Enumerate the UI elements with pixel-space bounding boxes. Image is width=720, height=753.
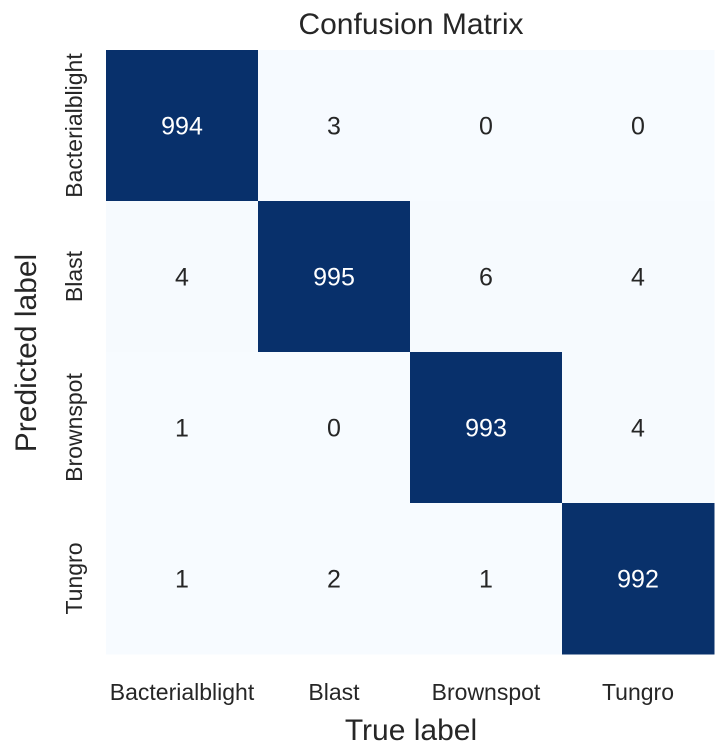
cell-value-label: 6 xyxy=(479,264,493,292)
x-tick-label: Bacterialblight xyxy=(110,679,255,705)
cell-value-label: 0 xyxy=(327,415,341,443)
x-tick-label: Blast xyxy=(308,679,360,705)
heatmap-cell xyxy=(106,50,259,202)
heatmap-cell xyxy=(106,352,259,504)
heatmap-cell xyxy=(258,503,411,655)
heatmap-cell xyxy=(410,352,563,504)
cell-value-label: 1 xyxy=(479,566,493,594)
heatmap-cell xyxy=(258,50,411,202)
cell-value-label: 1 xyxy=(175,415,189,443)
y-tick-label: Brownspot xyxy=(61,373,87,482)
cell-value-label: 4 xyxy=(631,264,645,292)
cell-value-label: 2 xyxy=(327,566,341,594)
cell-value-label: 994 xyxy=(161,113,203,141)
cell-value-label: 0 xyxy=(479,113,493,141)
heatmap-cell xyxy=(562,201,715,353)
x-tick-labels: Bacterialblight Blast Brownspot Tungro xyxy=(110,679,674,705)
y-tick-labels: Bacterialblight Blast Brownspot Tungro xyxy=(61,53,87,615)
cell-value-label: 993 xyxy=(465,415,507,443)
y-axis-label: Predicted label xyxy=(10,254,43,452)
y-tick-label: Bacterialblight xyxy=(61,53,87,198)
heatmap-cell xyxy=(258,201,411,353)
heatmap-cell xyxy=(258,352,411,504)
x-axis-label: True label xyxy=(345,714,477,747)
cell-value-label: 1 xyxy=(175,566,189,594)
heatmap-cell xyxy=(562,352,715,504)
heatmap-cell xyxy=(562,50,715,202)
y-tick-label: Tungro xyxy=(61,542,87,614)
cell-value-label: 992 xyxy=(617,566,659,594)
chart-title: Confusion Matrix xyxy=(298,8,523,41)
heatmap-cell xyxy=(562,503,715,655)
heatmap-cells: 994 3 0 0 4 995 6 4 1 0 993 4 1 2 1 992 xyxy=(106,50,715,655)
heatmap-cell xyxy=(410,503,563,655)
heatmap-cell xyxy=(410,50,563,202)
cell-value-label: 4 xyxy=(631,415,645,443)
cell-value-label: 995 xyxy=(313,264,355,292)
cell-value-label: 0 xyxy=(631,113,645,141)
heatmap-cell xyxy=(106,201,259,353)
cell-value-label: 4 xyxy=(175,264,189,292)
y-tick-label: Blast xyxy=(61,250,87,302)
x-tick-label: Brownspot xyxy=(432,679,541,705)
cell-value-label: 3 xyxy=(327,113,341,141)
heatmap-cell xyxy=(410,201,563,353)
heatmap-cell xyxy=(106,503,259,655)
x-tick-label: Tungro xyxy=(602,679,674,705)
